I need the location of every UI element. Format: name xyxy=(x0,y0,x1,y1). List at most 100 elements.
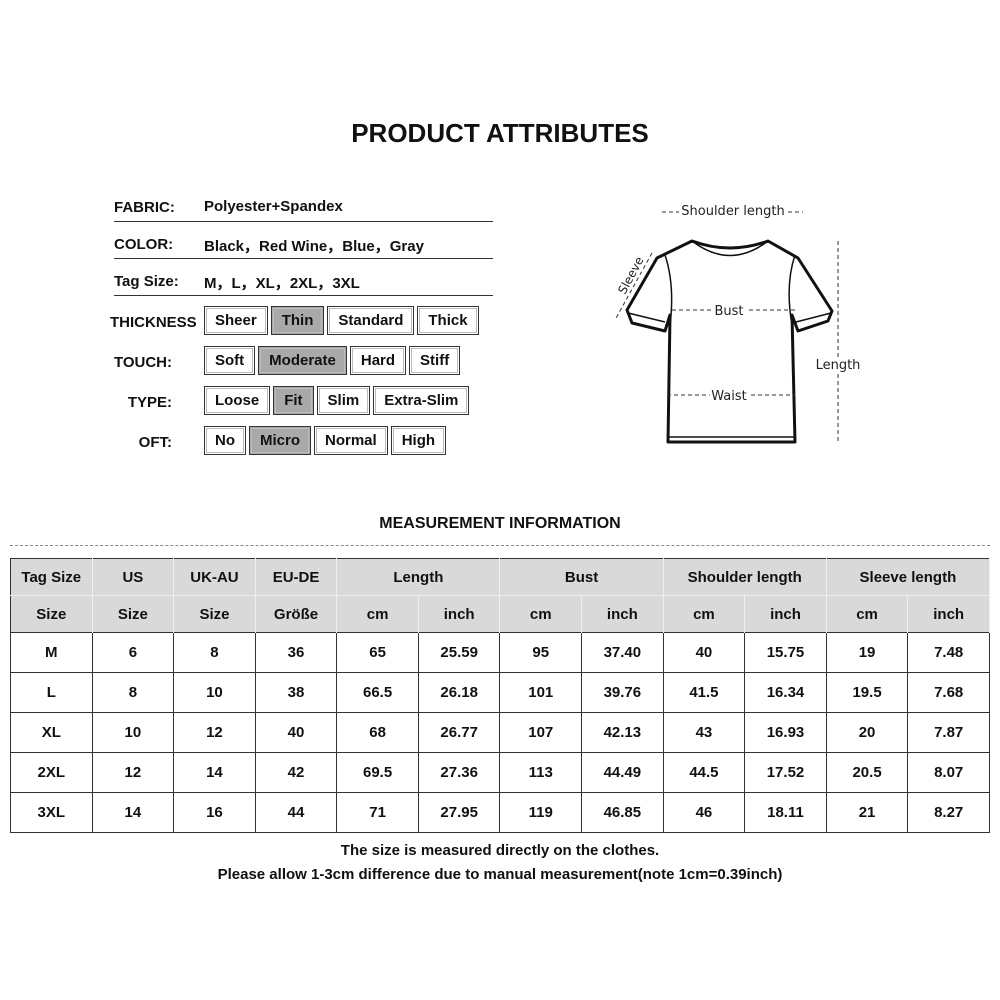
option-standard: Standard xyxy=(327,306,415,335)
attribute-value: Polyester+Spandex xyxy=(204,198,343,215)
table-cell: 36 xyxy=(254,632,338,673)
option-group: Sheer Thin Standard Thick xyxy=(204,306,479,335)
option-label: TYPE: xyxy=(127,394,172,411)
option-high: High xyxy=(390,426,447,455)
attribute-label: Tag Size: xyxy=(114,273,179,290)
table-cell: 41.5 xyxy=(662,672,746,713)
tshirt-outline xyxy=(625,239,834,444)
table-cell: 40 xyxy=(254,712,338,753)
bust-label: Bust xyxy=(714,304,743,319)
subheader-cell: inch xyxy=(744,595,827,633)
subheader-cell: inch xyxy=(907,595,990,633)
table-cell: 7.87 xyxy=(907,712,990,753)
table-cell: 66.5 xyxy=(336,672,419,713)
attribute-row: COLOR: Black，Red Wine，Blue，Gray xyxy=(114,222,493,259)
page-title: PRODUCT ATTRIBUTES xyxy=(351,118,649,148)
table-cell: M xyxy=(10,632,93,673)
table-cell: 8 xyxy=(173,632,256,673)
sleeve-label: Sleeve xyxy=(615,254,646,296)
table-cell: XL xyxy=(10,712,93,753)
option-moderate: Moderate xyxy=(258,346,347,375)
table-cell: 8.07 xyxy=(907,752,990,793)
subheader-cell: inch xyxy=(581,595,664,633)
attribute-row: FABRIC: Polyester+Spandex xyxy=(114,185,493,222)
table-cell: 95 xyxy=(499,632,583,673)
subheader-cell: Size xyxy=(92,595,175,633)
table-cell: 3XL xyxy=(10,792,93,833)
table-cell: 38 xyxy=(254,672,338,713)
table-cell: 17.52 xyxy=(744,752,827,793)
table-cell: 107 xyxy=(499,712,583,753)
option-slim: Slim xyxy=(316,386,371,415)
option-micro: Micro xyxy=(249,426,312,455)
option-group: Soft Moderate Hard Stiff xyxy=(204,346,461,375)
table-cell: 40 xyxy=(662,632,746,673)
table-cell: 69.5 xyxy=(336,752,419,793)
option-group: Loose Fit Slim Extra-Slim xyxy=(204,386,470,415)
table-row: 3XL 14 16 44 71 27.95 119 46.85 46 18.11 21 8.27 xyxy=(10,792,990,833)
table-cell: 27.95 xyxy=(417,792,501,833)
waist-label: Waist xyxy=(711,389,746,404)
option-normal: Normal xyxy=(314,426,388,455)
table-cell: 101 xyxy=(499,672,583,713)
table-cell: 44.5 xyxy=(662,752,746,793)
table-cell: 42.13 xyxy=(581,712,664,753)
option-label: TOUCH: xyxy=(113,354,172,371)
table-cell: 68 xyxy=(336,712,419,753)
subheader-cell: cm xyxy=(663,595,746,633)
table-cell: 20 xyxy=(825,712,909,753)
shoulder-label: Shoulder length xyxy=(681,204,784,219)
header-cell: EU-DE xyxy=(255,558,338,596)
table-cell: 20.5 xyxy=(825,752,909,793)
tshirt-diagram: Shoulder length Bust Waist Length Sleeve xyxy=(613,201,863,444)
table-row: L 8 10 38 66.5 26.18 101 39.76 41.5 16.34 19.5 7.68 xyxy=(10,672,990,713)
table-cell: L xyxy=(10,672,93,713)
option-hard: Hard xyxy=(349,346,407,375)
attribute-value: Black，Red Wine，Blue，Gray xyxy=(204,238,424,255)
table-cell: 7.48 xyxy=(907,632,990,673)
header-cell: Sleeve length xyxy=(826,558,991,596)
header-cell: Tag Size xyxy=(10,558,93,596)
measurement-title: MEASUREMENT INFORMATION xyxy=(379,515,621,532)
option-sheer: Sheer xyxy=(204,306,268,335)
table-cell: 71 xyxy=(336,792,419,833)
subheader-cell: inch xyxy=(418,595,501,633)
table-row: XL 10 12 40 68 26.77 107 42.13 43 16.93 20 7.87 xyxy=(10,712,990,753)
subheader-row: Size Size Size Größe cm inch cm inch cm inch cm inc… xyxy=(10,595,990,633)
note-1: The size is measured directly on the clo… xyxy=(340,842,660,859)
subheader-cell: cm xyxy=(826,595,909,633)
subheader-cell: cm xyxy=(499,595,583,633)
table-cell: 25.59 xyxy=(417,632,501,673)
header-cell: Bust xyxy=(499,558,664,596)
table-cell: 119 xyxy=(499,792,583,833)
header-row: Tag Size US UK-AU EU-DE Length Bust Shoulder l… xyxy=(10,558,991,596)
table-cell: 16.93 xyxy=(744,712,827,753)
option-loose: Loose xyxy=(204,386,271,415)
option-thick: Thick xyxy=(417,306,479,335)
header-cell: US xyxy=(92,558,175,596)
table-cell: 15.75 xyxy=(744,632,827,673)
table-cell: 44 xyxy=(254,792,338,833)
option-stiff: Stiff xyxy=(409,346,461,375)
option-no: No xyxy=(204,426,246,455)
table-cell: 8.27 xyxy=(907,792,990,833)
table-cell: 19.5 xyxy=(825,672,909,713)
attribute-row: Tag Size: M，L，XL，2XL，3XL xyxy=(114,259,493,296)
table-cell: 37.40 xyxy=(581,632,664,673)
header-cell: UK-AU xyxy=(173,558,256,596)
table-cell: 16.34 xyxy=(744,672,827,713)
table-cell: 46.85 xyxy=(581,792,664,833)
option-thin: Thin xyxy=(270,306,325,335)
attribute-label: FABRIC: xyxy=(114,199,175,216)
subheader-cell: Größe xyxy=(255,595,338,633)
header-cell: Length xyxy=(336,558,501,596)
table-cell: 8 xyxy=(91,672,175,713)
table-cell: 7.68 xyxy=(907,672,990,713)
table-cell: 113 xyxy=(499,752,583,793)
option-group: No Micro Normal High xyxy=(204,426,447,455)
option-fit: Fit xyxy=(273,386,314,415)
subheader-cell: cm xyxy=(336,595,419,633)
option-label: OFT: xyxy=(138,434,172,451)
size-table: Tag Size US UK-AU EU-DE Length Bust Shoulder l… xyxy=(10,558,991,833)
option-soft: Soft xyxy=(204,346,256,375)
